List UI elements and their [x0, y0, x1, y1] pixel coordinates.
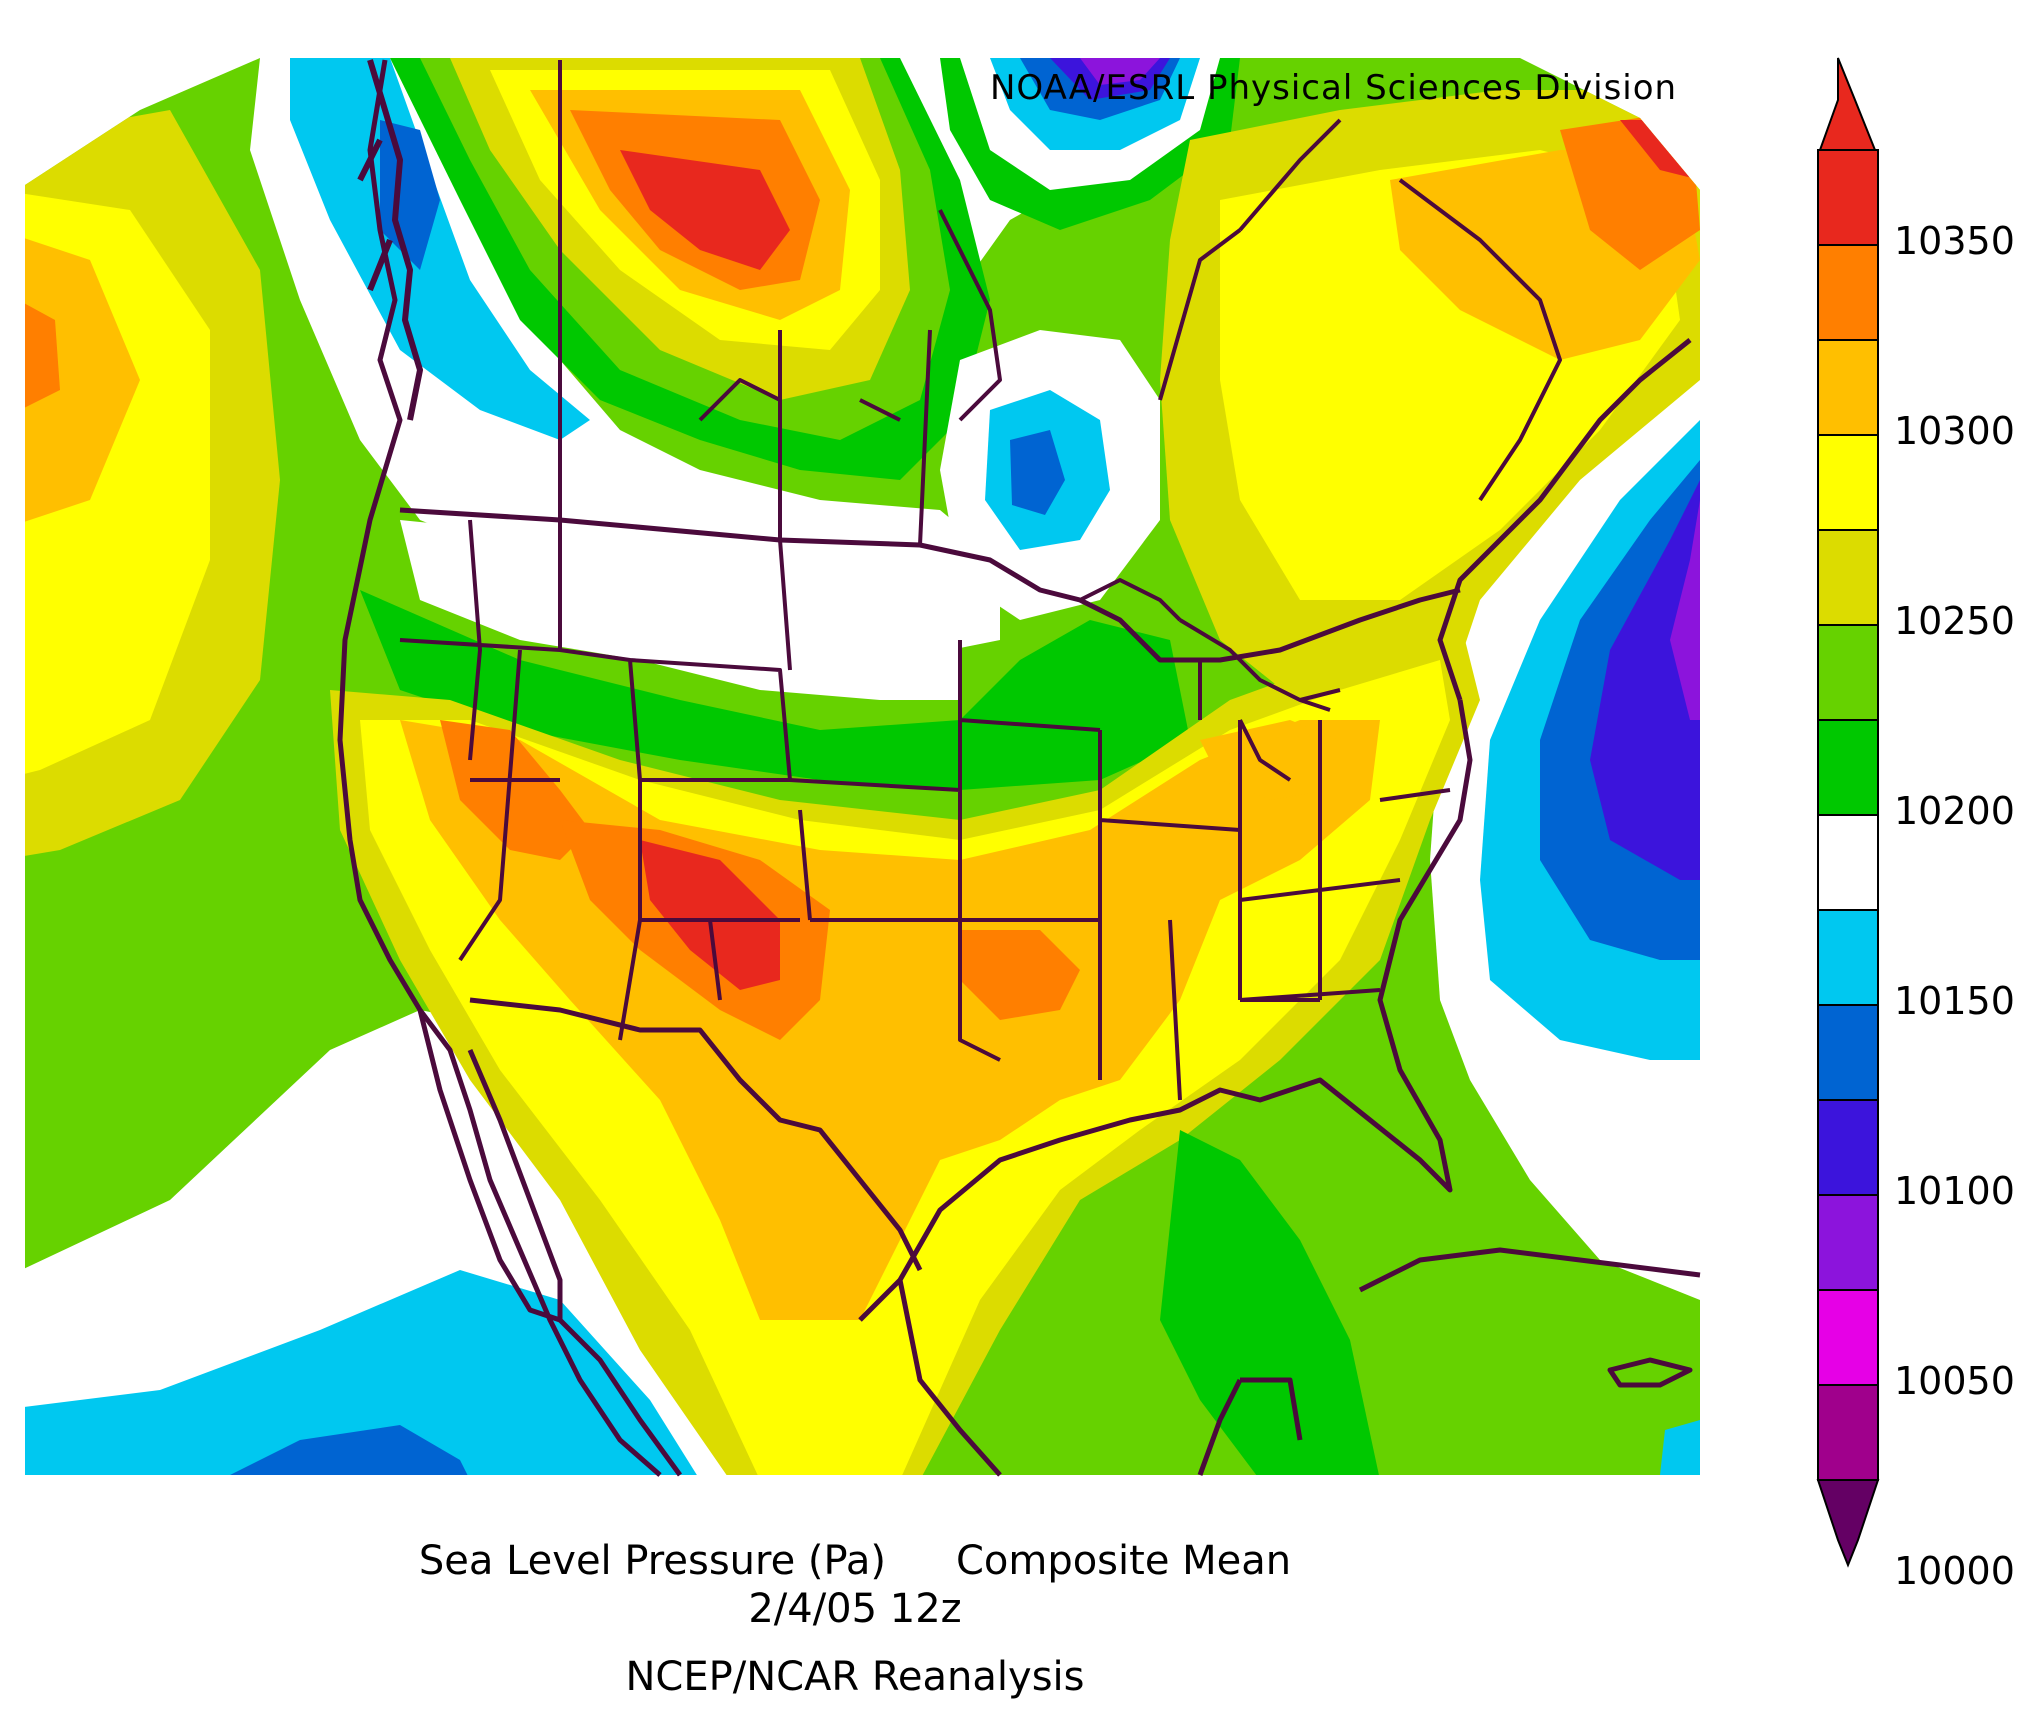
west-coast-outline: [337, 59, 662, 1477]
sw-blue: [220, 1425, 470, 1475]
canada-us-border: [399, 507, 1461, 663]
gulf-coast: [858, 699, 1473, 1322]
colorbar-box: [1817, 339, 1879, 436]
colorbar-box: [1817, 1384, 1879, 1481]
colorbar-box: [1817, 1194, 1879, 1291]
arctic-purple: [1080, 58, 1160, 85]
colorbar-box: [1817, 434, 1879, 531]
canada-lines: [558, 60, 1562, 546]
four-corners-red: [640, 840, 780, 990]
caribbean-cyan: [1660, 1420, 1700, 1475]
colorbar-box: [1817, 1004, 1879, 1101]
colorbar-box: [1817, 1289, 1879, 1386]
colorbar-box: [1817, 719, 1879, 816]
colorbar-box: [1817, 529, 1879, 626]
state-lines: [399, 519, 1451, 1101]
colorbar-box: [1817, 149, 1879, 246]
pacific-high-orange: [25, 290, 60, 420]
atlantic-purple: [1670, 500, 1700, 720]
colorbar-bottom-arrow: [1816, 1479, 1880, 1568]
colorbar-tick-label: 10000: [1894, 1549, 2015, 1593]
colorbar-tick-label: 10250: [1894, 599, 2015, 643]
great-lakes-lightorange: [1200, 720, 1340, 800]
yucatan: [897, 1279, 1303, 1477]
sw-cyan: [25, 1270, 700, 1475]
plains-green: [360, 590, 1190, 790]
great-lakes: [1079, 578, 1341, 782]
colorbar-boxes: [1817, 149, 1879, 1481]
mexico-coast: [558, 1318, 683, 1477]
pacific-high-light-orange: [25, 230, 140, 530]
colorbar-box: [1817, 814, 1879, 911]
caption-source: NCEP/NCAR Reanalysis: [625, 1654, 1085, 1700]
east-coast: [1437, 338, 1692, 701]
credit-text: NOAA/ESRL Physical Sciences Division: [990, 68, 1678, 108]
gulf-green: [1160, 1130, 1380, 1475]
colorbar-box: [1817, 1099, 1879, 1196]
yukon-high-red: [620, 150, 790, 270]
pressure-contours: [25, 58, 1700, 1475]
colorbar-top-arrow: [1818, 57, 1877, 151]
hudson-blue: [1010, 430, 1065, 515]
colorbar: [1816, 57, 1880, 1568]
tn-valley-orange: [960, 930, 1080, 1020]
colorbar-box: [1817, 909, 1879, 1006]
alaska-coast: [357, 59, 423, 421]
colorbar-box: [1817, 624, 1879, 721]
cuba: [1358, 1247, 1701, 1293]
caption-statistic: Composite Mean: [955, 1538, 1292, 1584]
colorbar-tick-label: 10350: [1894, 219, 2015, 263]
great-basin-orange: [440, 720, 590, 860]
plains-white: [400, 520, 960, 700]
caption-variable-line: Sea Level Pressure (Pa) Composite Mean: [0, 1538, 1710, 1584]
caption-date: 2/4/05 12z: [748, 1586, 962, 1632]
colorbar-tick-label: 10050: [1894, 1359, 2015, 1403]
hispaniola: [1607, 1357, 1693, 1388]
colorbar-tick-label: 10100: [1894, 1169, 2015, 1213]
atlantic-indigo: [1590, 480, 1700, 880]
mexico-us-border: [469, 997, 923, 1272]
colorbar-tick-label: 10150: [1894, 979, 2015, 1023]
political-borders: [337, 59, 1701, 1477]
colorbar-tick-label: 10300: [1894, 409, 2015, 453]
caption-variable: Sea Level Pressure (Pa): [418, 1538, 886, 1584]
gulf-alaska-cyan: [290, 58, 590, 440]
colorbar-tick-label: 10200: [1894, 789, 2015, 833]
baja-outline: [417, 1009, 563, 1323]
colorbar-box: [1817, 244, 1879, 341]
gulf-alaska-blue: [380, 120, 440, 270]
